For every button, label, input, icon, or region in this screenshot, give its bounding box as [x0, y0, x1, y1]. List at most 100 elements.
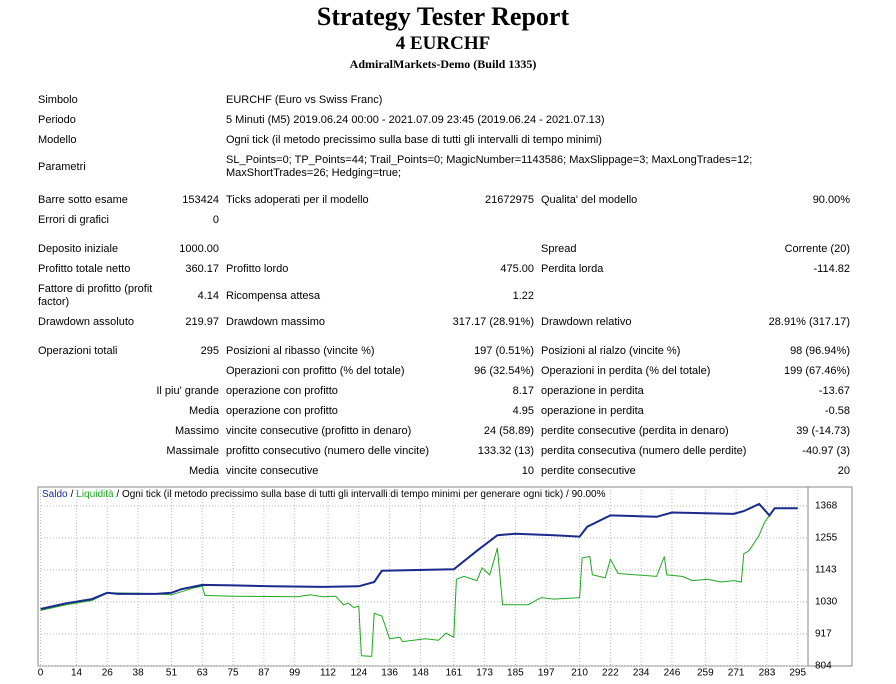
table-cell: Profitto lordo	[226, 263, 289, 275]
table-cell: Barre sotto esame	[38, 194, 128, 206]
x-tick-label: 161	[445, 668, 462, 679]
x-tick-label: 295	[789, 668, 806, 679]
chart-frame	[37, 486, 853, 667]
table-cell: 96 (32.54%)	[474, 365, 534, 377]
x-tick-label: 38	[133, 668, 145, 679]
table-cell: 39 (-14.73)	[796, 425, 850, 437]
x-tick-label: 259	[697, 668, 714, 679]
x-tick-label: 222	[602, 668, 619, 679]
table-cell: 24 (58.89)	[483, 425, 534, 437]
x-tick-label: 99	[289, 668, 301, 679]
table-cell: Profitto totale netto	[38, 263, 131, 275]
table-cell: Posizioni al rialzo (vincite %)	[541, 345, 681, 357]
table-cell: 317.17 (28.91%)	[452, 316, 534, 328]
table-cell: 1.22	[512, 290, 534, 302]
table-cell: 10	[521, 465, 534, 477]
table-cell: Fattore di profitto (profit factor)	[38, 283, 153, 308]
table-cell: Posizioni al ribasso (vincite %)	[226, 345, 375, 357]
table-cell: 133.32 (13)	[477, 445, 534, 457]
table-cell: 5 Minuti (M5) 2019.06.24 00:00 - 2021.07…	[226, 114, 605, 126]
y-tick-label: 1143	[815, 564, 837, 575]
table-cell: Modello	[38, 134, 77, 146]
table-cell: vincite consecutive (profitto in denaro)	[226, 425, 412, 437]
table-cell: profitto consecutivo (numero delle vinci…	[226, 445, 429, 457]
table-cell: Ricompensa attesa	[226, 290, 321, 302]
x-tick-label: 148	[412, 668, 429, 679]
table-cell: 4.95	[512, 405, 534, 417]
x-tick-label: 283	[759, 668, 776, 679]
table-cell: 8.17	[512, 385, 534, 397]
y-tick-label: 1030	[815, 597, 838, 608]
x-tick-label: 87	[258, 668, 270, 679]
table-cell: Media	[189, 405, 219, 417]
table-cell: Operazioni in perdita (% del totale)	[541, 365, 711, 377]
table-cell: operazione in perdita	[541, 405, 644, 417]
table-cell: 199 (67.46%)	[783, 365, 850, 377]
table-cell: 153424	[182, 194, 219, 206]
x-tick-label: 246	[664, 668, 681, 679]
table-cell: -40.97 (3)	[802, 445, 850, 457]
table-cell: Operazioni totali	[38, 345, 118, 357]
x-tick-label: 112	[320, 668, 336, 679]
y-tick-label: 804	[815, 661, 832, 672]
y-tick-label: 917	[815, 629, 832, 640]
table-cell: 21672975	[485, 194, 534, 206]
table-cell: Corrente (20)	[784, 243, 850, 255]
table-cell: 219.97	[185, 316, 219, 328]
x-tick-label: 234	[633, 668, 650, 679]
table-cell: 197 (0.51%)	[474, 345, 534, 357]
table-cell: 98 (96.94%)	[790, 345, 850, 357]
table-cell: Massimo	[174, 425, 219, 437]
x-tick-label: 124	[350, 668, 367, 679]
table-cell: Drawdown relativo	[541, 316, 632, 328]
y-tick-label: 1368	[815, 501, 838, 512]
x-tick-label: 26	[102, 668, 114, 679]
table-cell: Drawdown assoluto	[38, 316, 134, 328]
x-tick-label: 51	[166, 668, 178, 679]
table-cell: Spread	[541, 243, 577, 255]
chart-subtitle: / Ogni tick (il metodo precissimo sulla …	[114, 489, 606, 500]
table-cell: Operazioni con profitto (% del totale)	[226, 365, 405, 377]
report-title: Strategy Tester Report	[316, 2, 570, 31]
x-tick-label: 14	[71, 668, 83, 679]
legend-entry: Saldo	[42, 489, 68, 500]
table-cell: Periodo	[38, 114, 76, 126]
x-tick-label: 185	[507, 668, 524, 679]
series-line	[40, 502, 798, 610]
table-cell: Massimale	[166, 445, 219, 457]
table-cell: 4.14	[197, 290, 219, 302]
table-cell: SL_Points=0; TP_Points=44; Trail_Points=…	[226, 154, 753, 179]
legend-separator: /	[71, 489, 74, 500]
table-cell: -13.67	[818, 385, 850, 397]
table-cell: EURCHF (Euro vs Swiss Franc)	[226, 94, 383, 106]
table-cell: Simbolo	[38, 94, 78, 106]
table-cell: perdite consecutive (perdita in denaro)	[541, 425, 729, 437]
table-cell: operazione con profitto	[226, 405, 338, 417]
table-cell: 28.91% (317.17)	[768, 316, 850, 328]
x-tick-label: 173	[476, 668, 493, 679]
table-cell: Ticks adoperati per il modello	[226, 194, 369, 206]
table-cell: Qualita' del modello	[541, 194, 638, 206]
legend: Saldo / Liquidità / Ogni tick (il metodo p…	[42, 489, 606, 500]
x-tick-label: 136	[381, 668, 398, 679]
table-cell: 20	[837, 465, 850, 477]
table-cell: 0	[212, 214, 219, 226]
x-tick-label: 75	[228, 668, 240, 679]
table-cell: Drawdown massimo	[226, 316, 326, 328]
table-cell: 295	[200, 345, 219, 357]
table-cell: operazione con profitto	[226, 385, 338, 397]
table-cell: 1000.00	[179, 243, 219, 255]
table-cell: Media	[189, 465, 219, 477]
table-cell: operazione in perdita	[541, 385, 644, 397]
table-cell: 475.00	[500, 263, 534, 275]
table-cell: Il piu' grande	[156, 385, 219, 397]
table-cell: Ogni tick (il metodo precissimo sulla ba…	[226, 134, 602, 146]
table-cell: Deposito iniziale	[38, 243, 119, 255]
x-tick-label: 210	[571, 668, 588, 679]
series-line	[40, 507, 798, 657]
table-cell: Perdita lorda	[541, 263, 604, 275]
x-tick-label: 271	[728, 668, 745, 679]
x-tick-label: 63	[197, 668, 209, 679]
table-cell: 360.17	[185, 263, 219, 275]
